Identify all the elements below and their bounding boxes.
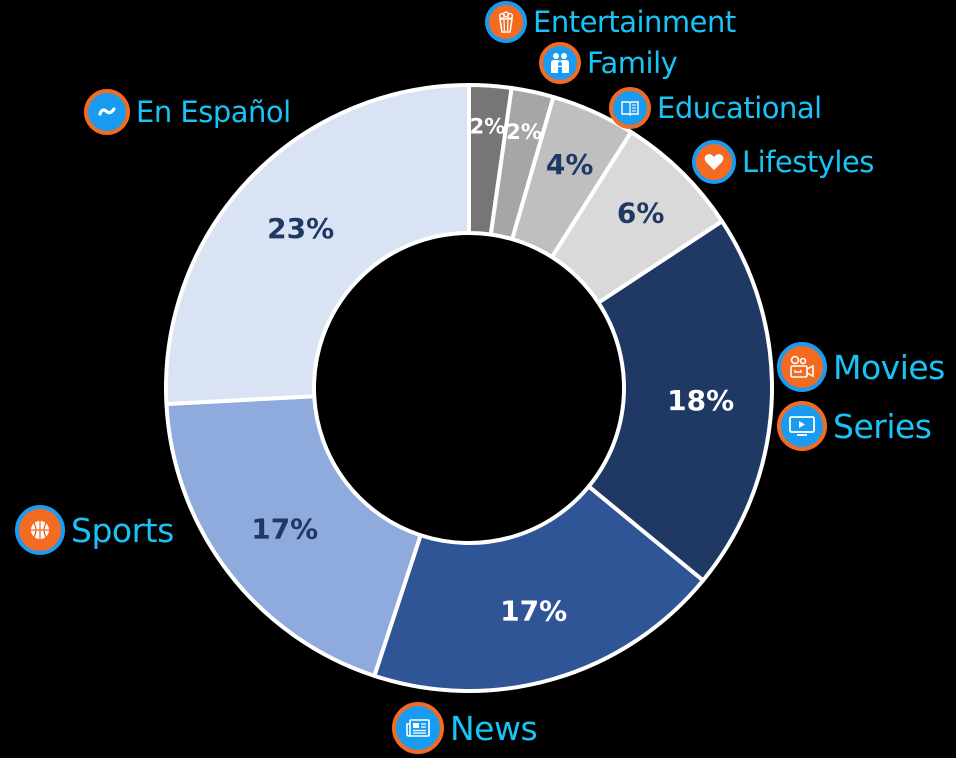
video-camera-icon [777,342,827,392]
slice-value-label: 6% [617,197,665,230]
legend-series: Series [777,401,932,451]
slice-value-label: 4% [546,148,594,181]
slice-labels: 2% 2%4%6%18%17%17%23% [251,115,734,628]
slice-value-label: 2% [470,115,506,139]
legend-label: News [450,708,538,748]
legend-family: Family [539,42,678,84]
legend-entertainment: Entertainment [485,1,736,43]
slice-value-label: 17% [251,512,318,545]
heart-icon [692,140,736,184]
legend-label: En Español [136,95,291,129]
slice-value-label: 17% [500,594,567,627]
legend-label: Entertainment [533,5,736,39]
legend-label: Movies [833,347,945,387]
slice-value-label: 18% [667,384,734,417]
legend-label: Sports [71,510,174,550]
legend-label: Lifestyles [742,145,874,179]
popcorn-icon [485,1,527,43]
slice-value-label: 2% [506,120,542,144]
legend-sports: Sports [15,505,174,555]
tilde-icon [84,89,130,135]
family-icon [539,42,581,84]
legend-label: Family [587,46,678,80]
slice-value-label: 23% [267,212,334,245]
legend-educational: Educational [609,87,822,129]
donut-slices [164,83,774,693]
legend-movies: Movies [777,342,945,392]
basketball-icon [15,505,65,555]
book-icon [609,87,651,129]
legend-lifestyles: Lifestyles [692,140,874,184]
tv-icon [777,401,827,451]
donut-outer-ring [164,83,774,693]
legend-news: News [392,702,538,754]
legend-label: Educational [657,91,822,125]
legend-label: Series [833,406,932,446]
newspaper-icon [392,702,444,754]
legend-espanol: En Español [84,89,291,135]
